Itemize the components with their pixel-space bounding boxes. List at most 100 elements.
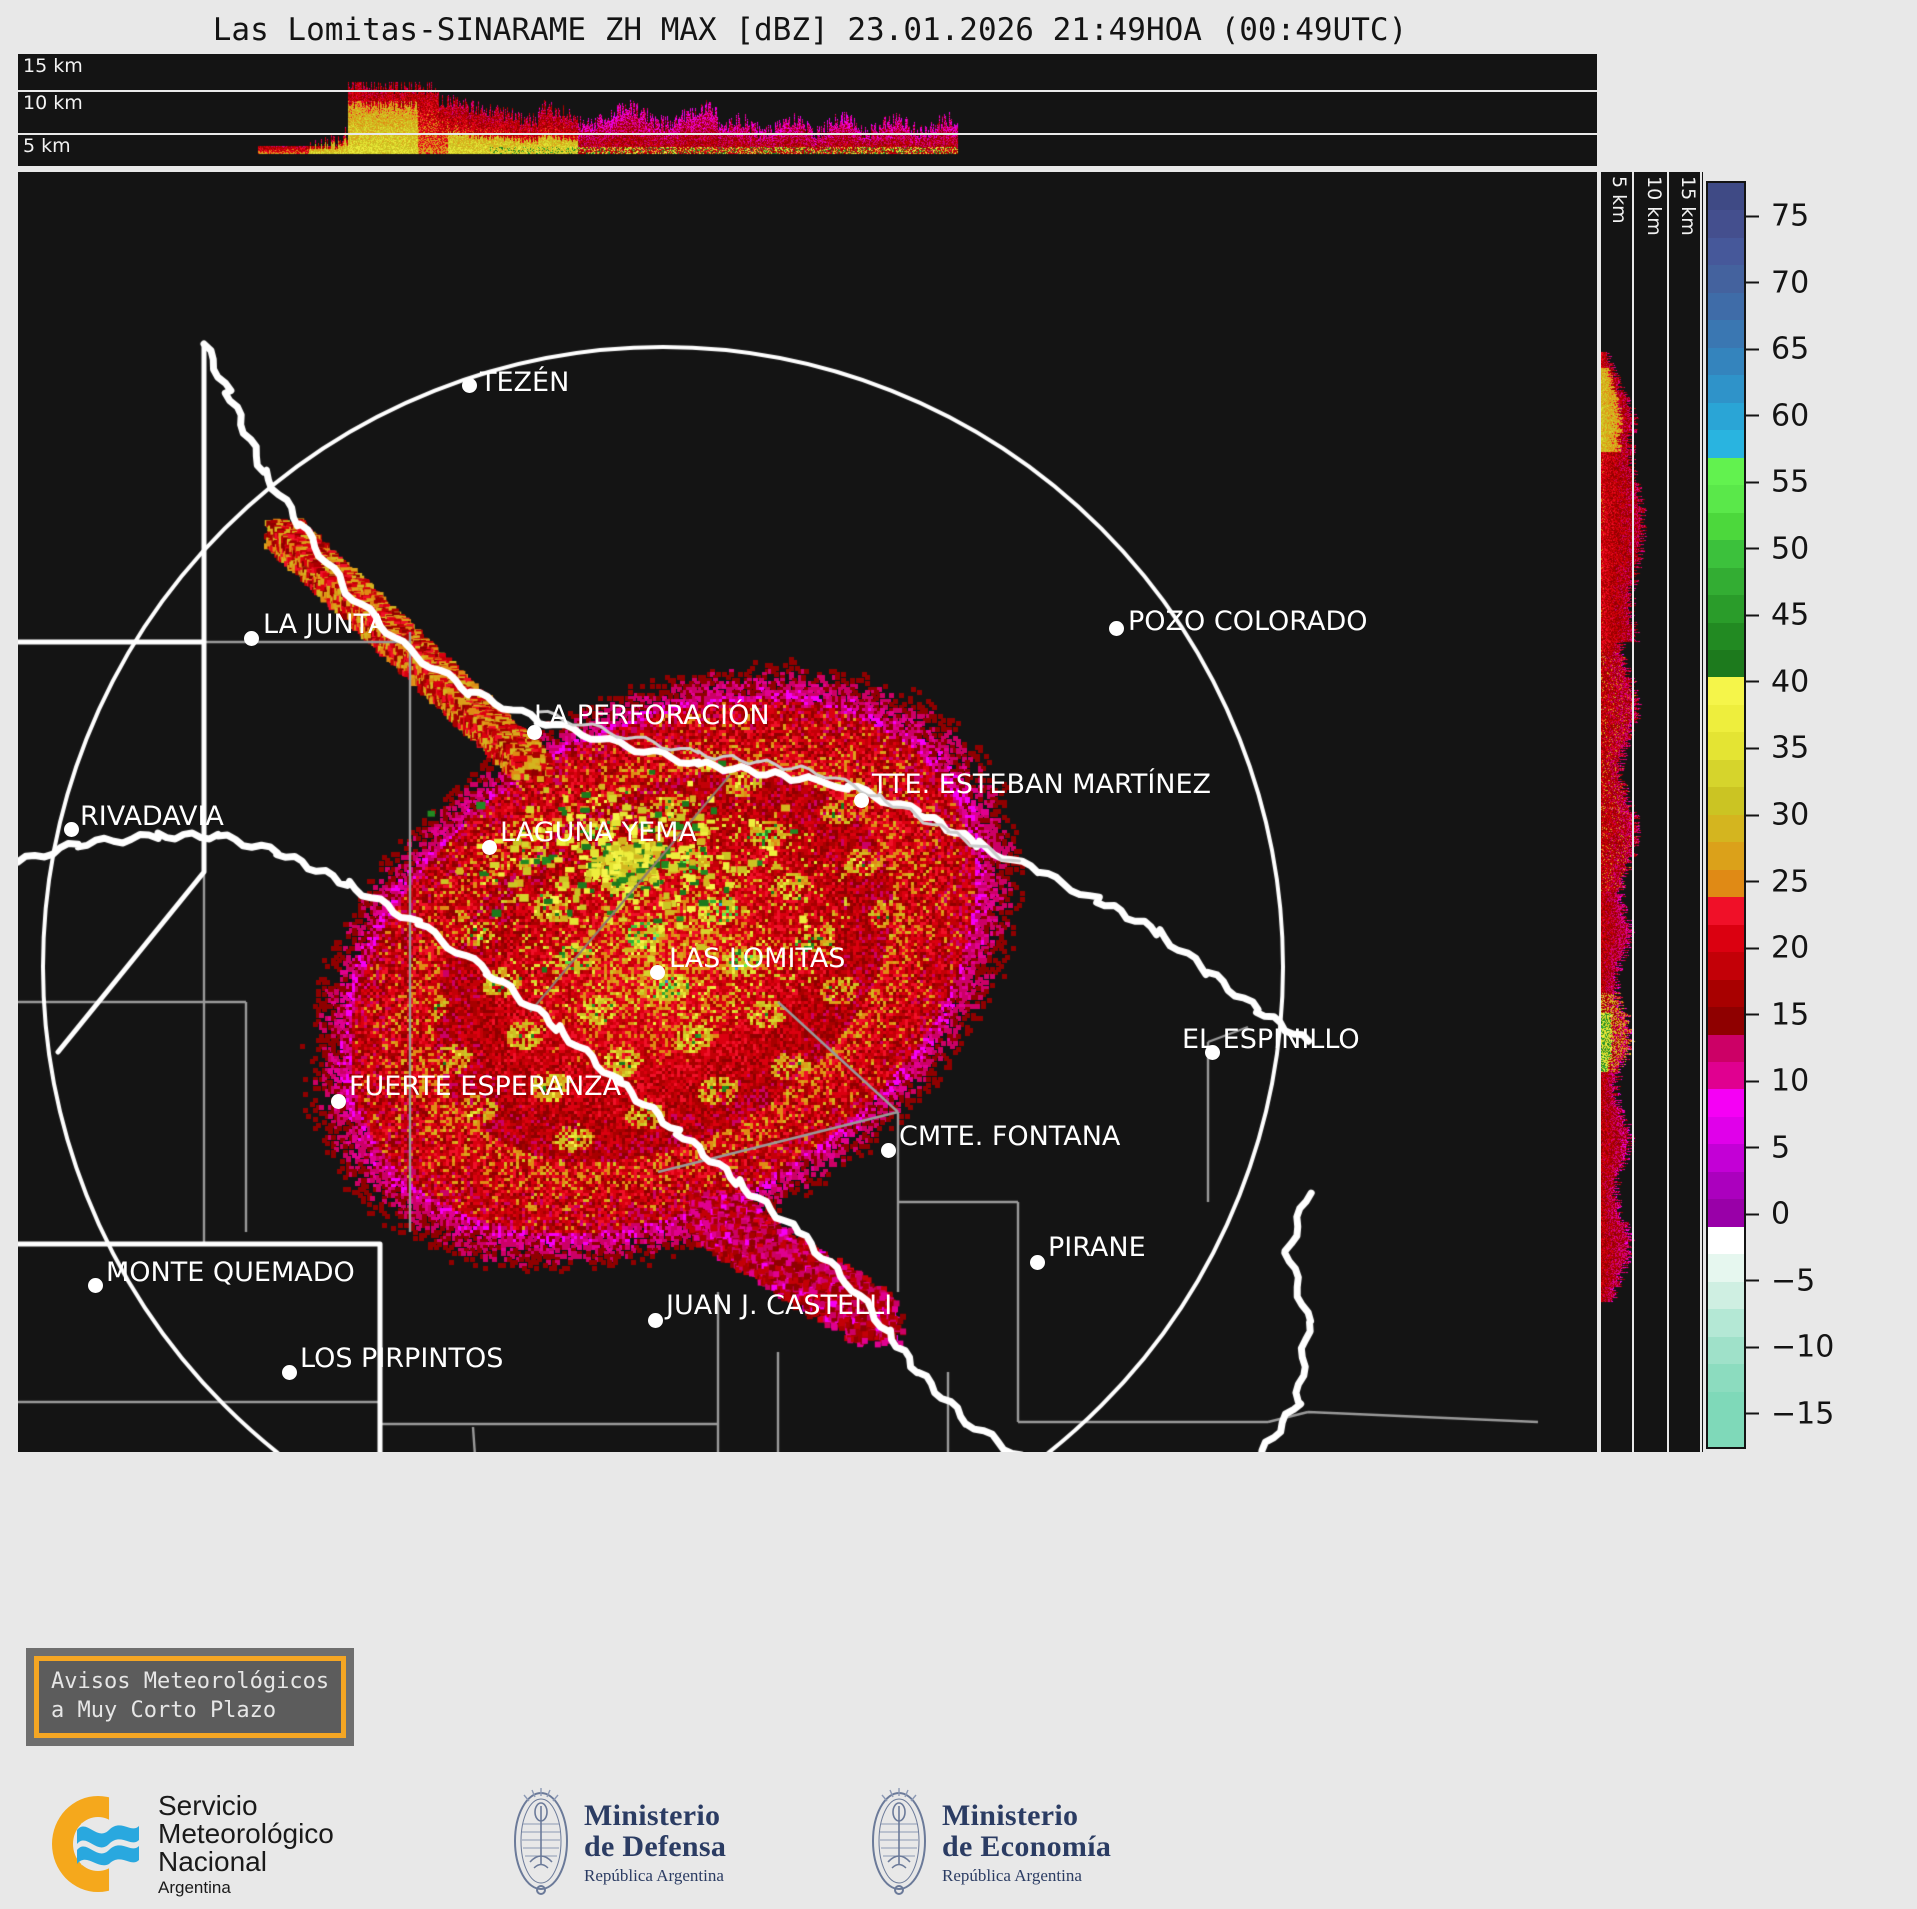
city-marker-dot[interactable] (527, 725, 542, 740)
colorbar-segment (1708, 1391, 1744, 1420)
city-marker-dot[interactable] (282, 1365, 297, 1380)
colorbar-tick-mark (1746, 481, 1759, 484)
colorbar-tick-value: 0 (1771, 1196, 1791, 1232)
city-marker-dot[interactable] (1205, 1045, 1220, 1060)
city-marker-dot[interactable] (650, 965, 665, 980)
colorbar-tick-value: 40 (1771, 664, 1810, 700)
min-def-sub: República Argentina (584, 1865, 724, 1885)
argentina-coat-of-arms-icon (514, 1788, 568, 1895)
colorbar-tick: 35 (1746, 731, 1809, 766)
city-marker-dot[interactable] (64, 822, 79, 837)
colorbar-tick-value: 30 (1771, 797, 1810, 833)
colorbar-tick-mark (1746, 814, 1759, 816)
page-title: Las Lomitas-SINARAME ZH MAX [dBZ] 23.01.… (212, 12, 1408, 48)
colorbar-segment (1708, 1116, 1744, 1145)
colorbar-tick: 50 (1746, 531, 1809, 566)
cross-section-right-canvas (1601, 172, 1703, 1452)
colorbar-segment (1708, 869, 1744, 898)
colorbar-segment (1708, 622, 1744, 650)
colorbar-tick-labels: 75 70 65 60 55 50 45 40 35 30 25 20 15 10 5 0 −5 −10 −15 (1746, 181, 1906, 1449)
colorbar-tick: −5 (1746, 1263, 1815, 1298)
colorbar-tick-value: 60 (1771, 398, 1810, 434)
colorbar-segment (1708, 787, 1744, 815)
ministerio-economia-logo: Ministerio de Economía República Argenti… (870, 1786, 1111, 1898)
city-marker-dot[interactable] (462, 378, 477, 393)
colorbar-tick: 5 (1746, 1130, 1790, 1165)
city-marker-dot[interactable] (854, 793, 869, 808)
smn-wordmark: Servicio Meteorológico Nacional Argentin… (158, 1790, 334, 1897)
xsecr-gridline-15km (1700, 172, 1702, 1452)
colorbar-segment (1708, 430, 1744, 458)
city-marker-dot[interactable] (1030, 1255, 1045, 1270)
colorbar-segment (1708, 842, 1744, 870)
colorbar-segment (1708, 924, 1744, 953)
ministerio-defensa-logo: Ministerio de Defensa República Argentin… (512, 1786, 726, 1898)
colorbar-tick-mark (1746, 1146, 1759, 1149)
colorbar-tick-value: 20 (1771, 930, 1810, 966)
colorbar-tick-mark (1746, 1279, 1759, 1282)
warning-badge[interactable]: Avisos Meteorológicos a Muy Corto Plazo (26, 1648, 355, 1746)
colorbar-segment (1708, 540, 1744, 568)
city-marker-dot[interactable] (482, 840, 497, 855)
colorbar-tick-value: 50 (1771, 531, 1810, 567)
argentina-coat-of-arms-icon (872, 1788, 926, 1895)
colorbar-tick: 45 (1746, 598, 1809, 633)
colorbar-segment (1708, 952, 1744, 980)
colorbar-segment (1708, 1199, 1744, 1227)
colorbar-segment (1708, 979, 1744, 1008)
colorbar-tick-mark (1746, 880, 1759, 883)
xsecr-label-15km: 15 km (1677, 176, 1699, 236)
city-marker-dot[interactable] (331, 1094, 346, 1109)
colorbar-tick: 20 (1746, 931, 1809, 966)
colorbar-tick-value: 10 (1771, 1063, 1810, 1099)
colorbar-tick: 15 (1746, 997, 1809, 1032)
colorbar-segment (1708, 814, 1744, 843)
colorbar-tick-value: 35 (1771, 730, 1810, 766)
ministerio-defensa-wordmark: Ministerio de Defensa República Argentin… (584, 1800, 726, 1885)
city-marker-dot[interactable] (1109, 621, 1124, 636)
city-marker-dot[interactable] (648, 1313, 663, 1328)
footer-logos: Servicio Meteorológico Nacional Argentin… (0, 1788, 1917, 1909)
min-def-line-1: Ministerio (584, 1798, 721, 1832)
colorbar-segment (1708, 1007, 1744, 1035)
min-eco-sub: República Argentina (942, 1865, 1082, 1885)
colorbar-segment (1708, 1254, 1744, 1282)
xsec-gridline-5km (18, 133, 1597, 135)
radar-reflectivity-canvas (18, 172, 1597, 1452)
colorbar (1706, 181, 1746, 1449)
colorbar-segment (1708, 1089, 1744, 1117)
colorbar-tick: 40 (1746, 664, 1809, 699)
city-marker-dot[interactable] (881, 1143, 896, 1158)
xsecr-label-10km: 10 km (1643, 176, 1665, 236)
colorbar-tick-mark (1746, 215, 1759, 218)
colorbar-tick: 55 (1746, 465, 1809, 500)
colorbar-segment (1708, 457, 1744, 486)
colorbar-tick-value: 70 (1771, 265, 1810, 301)
colorbar-tick-mark (1746, 747, 1759, 750)
colorbar-segment (1708, 567, 1744, 596)
smn-line-1: Servicio (158, 1790, 258, 1821)
min-eco-line-1: Ministerio (942, 1798, 1079, 1832)
colorbar-tick-value: 75 (1771, 198, 1810, 234)
colorbar-segment (1708, 649, 1744, 678)
city-marker-dot[interactable] (88, 1278, 103, 1293)
colorbar-segment (1708, 347, 1744, 376)
colorbar-tick: −15 (1746, 1396, 1834, 1431)
colorbar-segment (1708, 1226, 1744, 1255)
xsec-label-10km: 10 km (23, 92, 83, 114)
colorbar-tick-mark (1746, 547, 1759, 550)
city-marker-dot[interactable] (244, 631, 259, 646)
colorbar-tick-value: 45 (1771, 597, 1810, 633)
radar-map-panel[interactable]: TEZÉN LA JUNTA POZO COLORADO LA PERFORACIÓN… (18, 172, 1597, 1452)
colorbar-tick-value: −5 (1771, 1263, 1816, 1299)
colorbar-tick-mark (1746, 348, 1759, 351)
colorbar-segment (1708, 1281, 1744, 1310)
colorbar-tick: 70 (1746, 265, 1809, 300)
xsec-gridline-10km (18, 90, 1597, 92)
colorbar-tick-mark (1746, 614, 1759, 617)
xsecr-label-5km: 5 km (1608, 176, 1630, 224)
smn-sub: Argentina (158, 1878, 231, 1897)
warning-badge-inner: Avisos Meteorológicos a Muy Corto Plazo (34, 1656, 347, 1738)
colorbar-tick-mark (1746, 1080, 1759, 1083)
